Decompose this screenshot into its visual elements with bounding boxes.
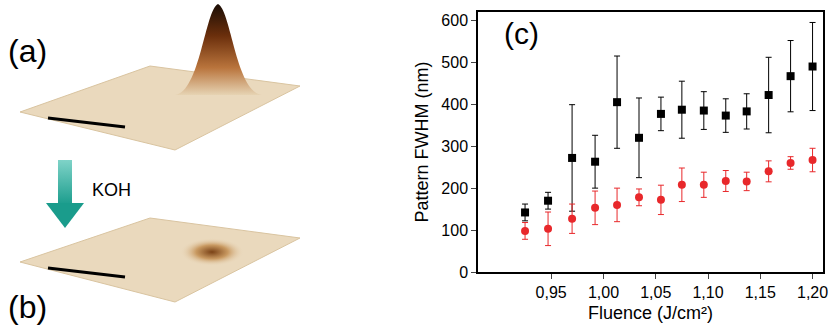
svg-text:0,95: 0,95 bbox=[536, 284, 567, 301]
svg-text:Fluence (J/cm²): Fluence (J/cm²) bbox=[588, 303, 713, 323]
svg-text:KOH: KOH bbox=[92, 180, 131, 200]
svg-text:1,15: 1,15 bbox=[745, 284, 776, 301]
svg-text:200: 200 bbox=[441, 180, 468, 197]
svg-text:100: 100 bbox=[441, 222, 468, 239]
svg-text:(b): (b) bbox=[8, 289, 47, 325]
svg-text:Pattern FWHM (nm): Pattern FWHM (nm) bbox=[412, 61, 432, 222]
svg-text:1,00: 1,00 bbox=[588, 284, 619, 301]
svg-text:1,05: 1,05 bbox=[640, 284, 671, 301]
svg-text:300: 300 bbox=[441, 138, 468, 155]
svg-text:(c): (c) bbox=[504, 17, 539, 50]
svg-text:(a): (a) bbox=[8, 33, 47, 69]
svg-text:0: 0 bbox=[459, 264, 468, 281]
svg-text:500: 500 bbox=[441, 54, 468, 71]
svg-text:600: 600 bbox=[441, 12, 468, 29]
svg-text:400: 400 bbox=[441, 96, 468, 113]
svg-text:1,20: 1,20 bbox=[797, 284, 828, 301]
svg-text:1,10: 1,10 bbox=[692, 284, 723, 301]
